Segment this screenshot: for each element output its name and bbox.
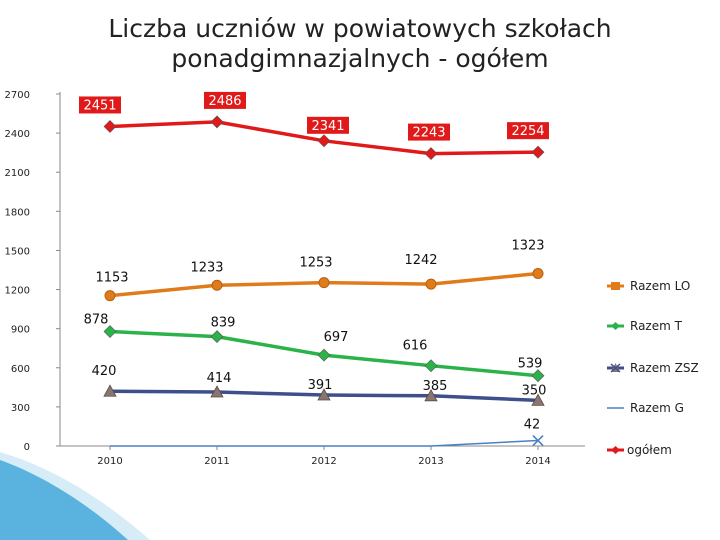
data-label: 2451 — [83, 98, 116, 113]
data-point-marker — [532, 268, 544, 280]
data-label: 839 — [211, 316, 236, 331]
y-tick-label: 600 — [11, 364, 30, 375]
data-label: 1323 — [511, 239, 544, 254]
legend-x-stroke — [610, 363, 621, 373]
data-point-marker — [425, 278, 437, 290]
data-point-marker — [531, 393, 545, 406]
x-tick-label: 2014 — [525, 456, 550, 467]
y-tick-label: 300 — [11, 403, 30, 414]
legend-label: ogółem — [627, 443, 672, 457]
data-label: 878 — [84, 313, 109, 328]
legend-label: Razem G — [630, 401, 684, 415]
legend-label: Razem T — [630, 319, 683, 333]
y-tick-label: 1500 — [5, 246, 30, 257]
data-label: 539 — [518, 357, 543, 372]
y-tick-label: 2700 — [5, 90, 30, 101]
legend-swatch-marker — [611, 446, 620, 454]
x-tick-label: 2013 — [418, 456, 443, 467]
data-label: 2341 — [311, 119, 344, 134]
chart-title-line1: Liczba uczniów w powiatowych szkołach — [108, 14, 612, 43]
corner-decoration — [0, 452, 150, 540]
data-label-box — [408, 123, 450, 141]
legend-swatch-marker — [610, 363, 621, 373]
x-tick-label: 2012 — [311, 456, 336, 467]
data-point-marker — [317, 388, 331, 401]
x-tick-label: 2011 — [204, 456, 229, 467]
data-point-marker — [103, 384, 117, 397]
data-point-marker — [211, 279, 223, 291]
data-point-marker — [210, 385, 224, 398]
data-label: 616 — [403, 339, 428, 354]
data-label: 1242 — [404, 253, 437, 268]
data-label: 2243 — [412, 126, 445, 141]
data-point-marker — [104, 290, 116, 302]
data-point-marker — [317, 348, 331, 362]
data-label: 350 — [522, 383, 547, 398]
y-tick-label: 2400 — [5, 129, 30, 140]
data-label-box — [307, 116, 349, 134]
data-label: 2486 — [208, 94, 241, 109]
data-point-marker — [424, 147, 438, 161]
y-tick-label: 900 — [11, 325, 30, 336]
data-label: 414 — [207, 371, 232, 386]
x-tick-label: 2010 — [97, 456, 122, 467]
data-point-marker — [317, 134, 331, 148]
data-point-marker — [103, 325, 117, 338]
data-label: 1253 — [299, 256, 332, 271]
data-point-marker — [210, 115, 224, 129]
y-tick-label: 2100 — [5, 168, 30, 179]
data-label: 2254 — [511, 124, 544, 139]
y-tick-label: 0 — [24, 442, 30, 453]
data-labels: 1153 1233 1253 1242 1323 878 839 697 616 539 420 41… — [79, 91, 549, 433]
corner-swoosh-inner — [0, 460, 128, 540]
data-label-box — [79, 96, 121, 114]
data-point-marker — [532, 434, 544, 447]
data-point-marker — [424, 388, 438, 402]
data-label-box — [507, 122, 549, 140]
data-label: 391 — [308, 378, 333, 393]
y-tick-label: 1800 — [5, 207, 30, 218]
data-point-marker — [531, 369, 545, 383]
legend-label: Razem LO — [630, 279, 690, 293]
chart-title-line2: ponadgimnazjalnych - ogółem — [171, 44, 549, 73]
x-marker-stroke — [532, 434, 544, 447]
data-point-marker — [531, 145, 545, 159]
data-label: 42 — [524, 418, 541, 433]
series-line-4 — [110, 439, 539, 447]
legend-swatch-marker — [611, 282, 620, 290]
data-label: 1153 — [95, 271, 128, 286]
legend-label: Razem ZSZ — [630, 361, 699, 375]
data-point-marker — [424, 359, 438, 373]
chart-legend: Razem LO Razem T Razem ZSZ Razem G ogółem — [607, 279, 699, 457]
chart-title: Liczba uczniów w powiatowych szkołach po… — [90, 14, 630, 74]
data-point-marker — [103, 120, 117, 133]
series-markers — [103, 115, 545, 447]
data-label: 1233 — [190, 260, 223, 275]
data-label-box — [204, 91, 246, 109]
data-point-marker — [318, 277, 330, 289]
data-label: 385 — [423, 379, 448, 394]
y-tick-label: 1200 — [5, 286, 30, 297]
data-label: 420 — [92, 364, 117, 379]
legend-swatch-marker — [611, 322, 620, 330]
data-label: 697 — [324, 330, 349, 345]
data-point-marker — [210, 330, 224, 344]
